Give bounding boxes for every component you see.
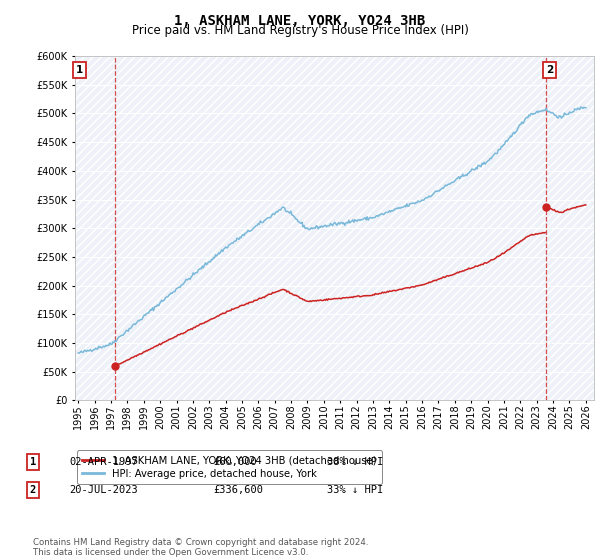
Text: 02-APR-1997: 02-APR-1997 <box>69 457 138 467</box>
Text: 20-JUL-2023: 20-JUL-2023 <box>69 485 138 495</box>
Text: 1, ASKHAM LANE, YORK, YO24 3HB: 1, ASKHAM LANE, YORK, YO24 3HB <box>175 14 425 28</box>
Legend: 1, ASKHAM LANE, YORK, YO24 3HB (detached house), HPI: Average price, detached ho: 1, ASKHAM LANE, YORK, YO24 3HB (detached… <box>77 450 382 484</box>
Text: 38% ↓ HPI: 38% ↓ HPI <box>327 457 383 467</box>
Text: 2: 2 <box>546 66 553 76</box>
Text: £336,600: £336,600 <box>213 485 263 495</box>
Text: £60,000: £60,000 <box>213 457 257 467</box>
Text: 1: 1 <box>30 457 36 467</box>
Text: Price paid vs. HM Land Registry's House Price Index (HPI): Price paid vs. HM Land Registry's House … <box>131 24 469 37</box>
Text: 2: 2 <box>30 485 36 495</box>
Text: Contains HM Land Registry data © Crown copyright and database right 2024.
This d: Contains HM Land Registry data © Crown c… <box>33 538 368 557</box>
Text: 33% ↓ HPI: 33% ↓ HPI <box>327 485 383 495</box>
Text: 1: 1 <box>76 66 83 76</box>
